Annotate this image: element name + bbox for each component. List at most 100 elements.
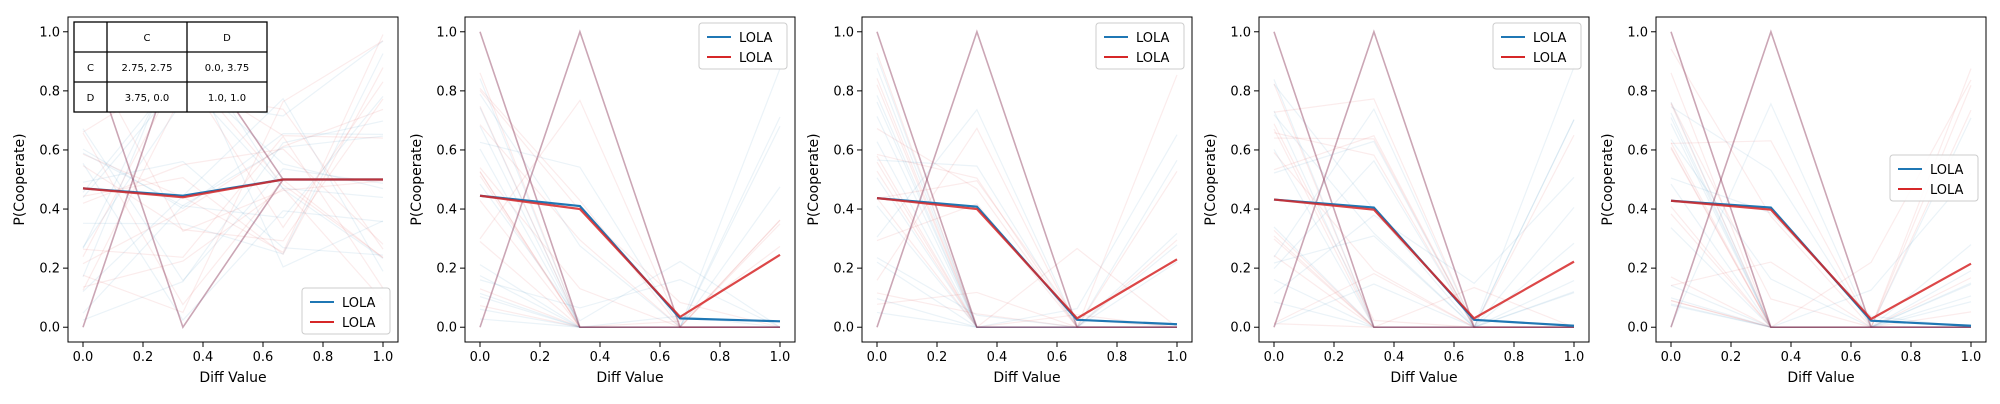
- y-tick-label: 0.4: [833, 203, 854, 218]
- y-tick-label: 0.6: [1627, 143, 1648, 158]
- series-line-2: [1273, 198, 1575, 320]
- background-run-line: [479, 318, 780, 328]
- background-run-line: [479, 125, 780, 328]
- background-run-line: [1273, 323, 1574, 328]
- background-run-line: [479, 68, 781, 328]
- y-tick-label: 0.4: [436, 203, 457, 218]
- subplot-2: 0.0 0.2 0.4 0.6 0.8 1.0 0.0 0.2 0.4 0.6 0.8 1.0 Diff…: [409, 16, 796, 386]
- background-run-line: [876, 170, 1178, 329]
- background-runs: [876, 29, 1178, 329]
- background-run-line: [1273, 272, 1574, 328]
- table-row-header: D: [87, 93, 95, 104]
- x-tick-label: 0.4: [193, 350, 214, 365]
- background-run-line: [1273, 128, 1574, 328]
- background-run-line: [876, 180, 1178, 328]
- extreme-run-line: [1273, 29, 1574, 329]
- background-run-line: [1670, 123, 1972, 328]
- background-run-line: [479, 200, 780, 328]
- background-run-line: [876, 311, 1177, 328]
- x-tick-label: 1.0: [373, 350, 394, 365]
- background-run-line: [479, 171, 780, 328]
- background-run-line: [479, 78, 780, 328]
- background-run-line: [82, 187, 384, 301]
- table-cell: 2.75, 2.75: [122, 63, 173, 74]
- background-run-line: [82, 96, 384, 219]
- background-run-line: [479, 278, 781, 328]
- background-run-line: [479, 107, 780, 328]
- y-tick-label: 1.0: [833, 25, 854, 40]
- background-run-line: [479, 141, 781, 329]
- legend-label: LOLA: [739, 51, 773, 66]
- background-run-line: [876, 257, 1177, 328]
- background-run-line: [479, 241, 780, 328]
- background-run-line: [1273, 98, 1574, 328]
- legend-label: LOLA: [739, 31, 773, 46]
- background-run-line: [1273, 107, 1575, 329]
- table-cell: 0.0, 3.75: [205, 63, 250, 74]
- background-run-line: [1670, 48, 1971, 328]
- y-axis-label: P(Cooperate): [409, 133, 425, 225]
- y-tick-label: 0.2: [39, 262, 60, 277]
- x-tick-label: 0.4: [1384, 350, 1405, 365]
- background-run-line: [82, 108, 384, 265]
- background-run-line: [82, 133, 384, 210]
- background-run-line: [876, 292, 1177, 328]
- table-col-header: D: [223, 33, 231, 44]
- background-run-line: [1273, 83, 1575, 329]
- legend-label: LOLA: [342, 316, 376, 331]
- background-run-line: [1670, 146, 1972, 328]
- x-tick-label: 0.0: [1264, 350, 1285, 365]
- background-run-line: [1670, 85, 1972, 328]
- background-run-line: [82, 163, 384, 322]
- legend: LOLA LOLA: [698, 22, 788, 70]
- x-tick-label: 0.4: [590, 350, 611, 365]
- x-tick-label: 0.2: [1721, 350, 1742, 365]
- y-tick-label: 0.0: [1627, 321, 1648, 336]
- background-run-line: [1273, 149, 1575, 328]
- y-tick-label: 1.0: [436, 25, 457, 40]
- background-run-line: [1670, 183, 1971, 328]
- subplot-1: 0.0 0.2 0.4 0.6 0.8 1.0 0.0 0.2 0.4 0.6 0.8 1.0 Diff…: [12, 16, 399, 386]
- background-run-line: [1670, 304, 1971, 328]
- legend-label: LOLA: [1930, 163, 1964, 178]
- background-run-line: [1273, 66, 1575, 328]
- background-run-line: [1273, 110, 1575, 328]
- background-run-line: [479, 116, 781, 328]
- background-run-line: [876, 197, 1177, 328]
- axes-frame: [67, 16, 399, 343]
- x-axis-label: Diff Value: [596, 370, 663, 386]
- x-tick-label: 1.0: [1167, 350, 1188, 365]
- y-tick-label: 0.2: [1627, 262, 1648, 277]
- y-tick-label: 1.0: [1230, 25, 1251, 40]
- axes-frame: [861, 16, 1193, 343]
- y-tick-label: 0.8: [1627, 84, 1648, 99]
- background-run-line: [876, 298, 1177, 328]
- background-run-line: [1273, 229, 1575, 328]
- legend-label: LOLA: [342, 296, 376, 311]
- background-run-line: [1670, 206, 1971, 328]
- subplot-4: 0.0 0.2 0.4 0.6 0.8 1.0 0.0 0.2 0.4 0.6 0.8 1.0 Diff…: [1203, 16, 1590, 386]
- series-line-2: [479, 194, 781, 319]
- background-run-line: [479, 90, 781, 328]
- legend-label: LOLA: [1136, 51, 1170, 66]
- axes-frame: [464, 16, 796, 343]
- x-tick-label: 0.2: [530, 350, 551, 365]
- background-run-line: [82, 67, 384, 256]
- background-run-line: [1273, 119, 1575, 328]
- table-row-header: C: [87, 63, 94, 74]
- y-tick-label: 0.6: [436, 143, 457, 158]
- background-run-line: [82, 43, 384, 268]
- background-run-line: [876, 68, 1177, 328]
- extreme-run-line: [479, 31, 780, 329]
- background-run-line: [1670, 172, 1972, 328]
- background-run-line: [876, 159, 1178, 328]
- background-run-line: [876, 95, 1177, 328]
- extreme-run-line: [1273, 31, 1574, 329]
- legend: LOLA LOLA: [301, 287, 391, 335]
- background-run-line: [1670, 282, 1972, 328]
- background-run-line: [1273, 114, 1575, 329]
- x-tick-label: 0.8: [313, 350, 334, 365]
- extreme-run-line: [1670, 31, 1971, 329]
- axes-frame: [1655, 16, 1987, 343]
